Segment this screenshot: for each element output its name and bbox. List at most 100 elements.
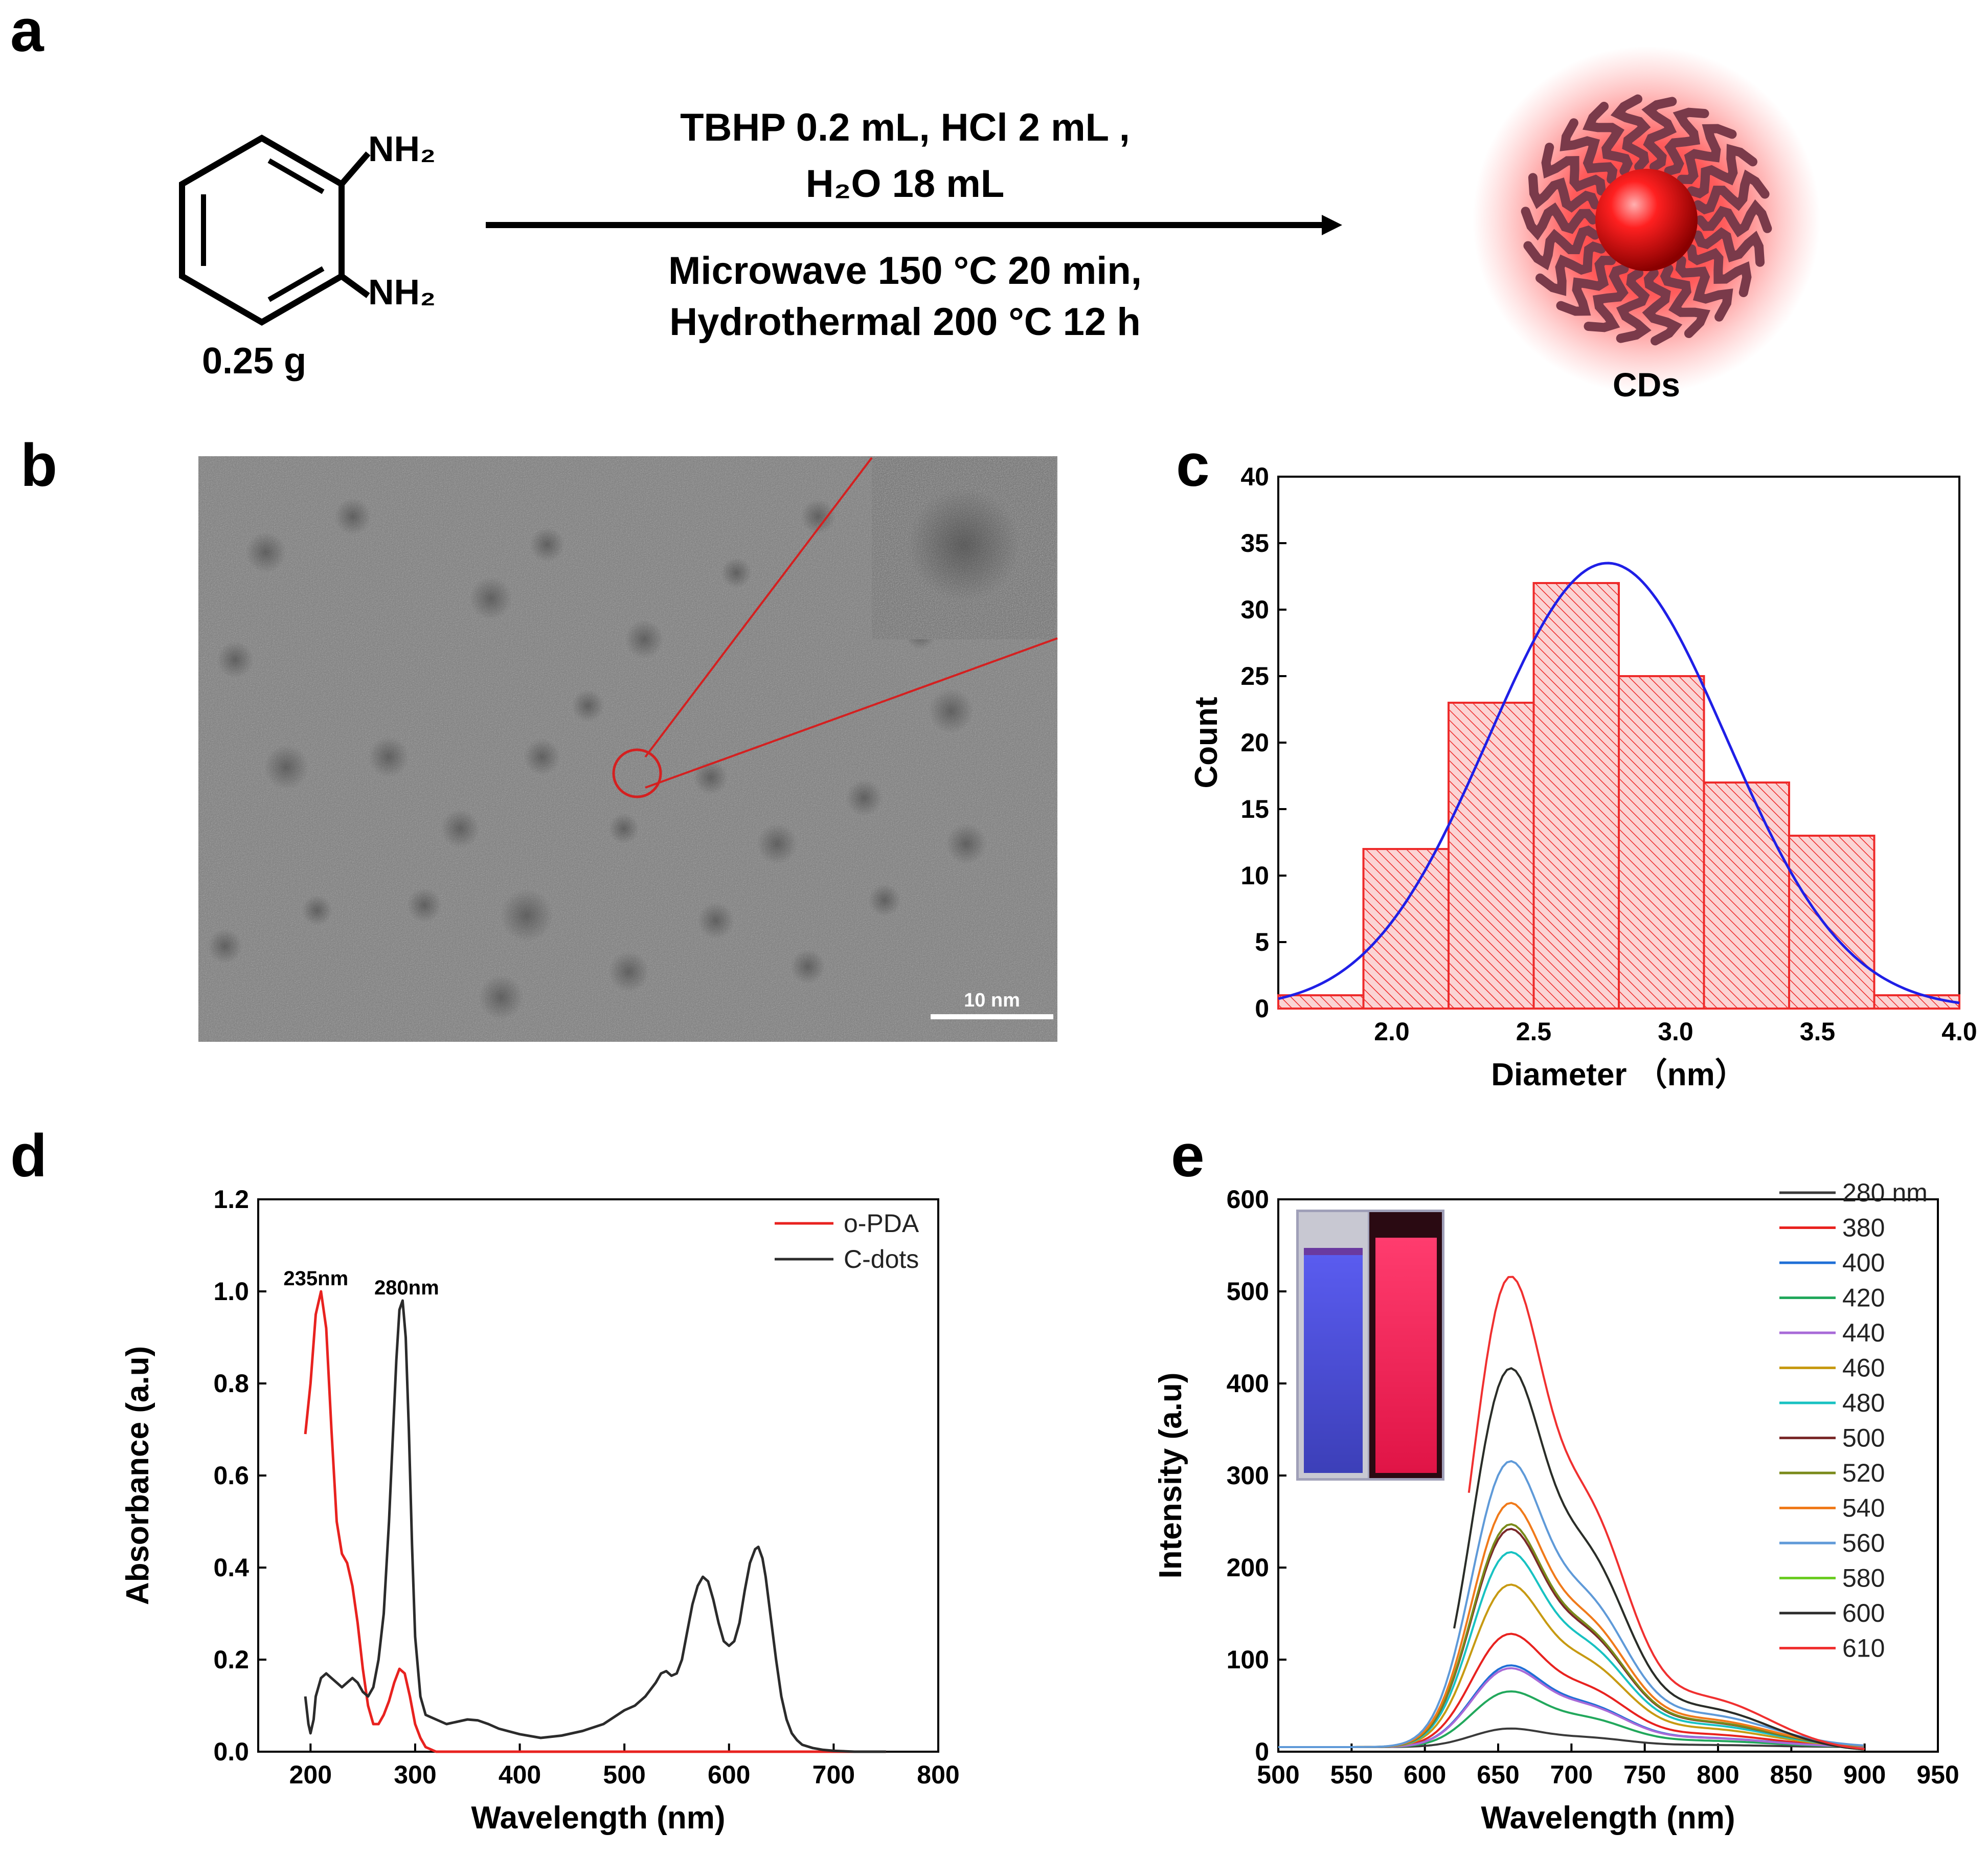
- x-axis-label: Wavelength (nm): [471, 1800, 725, 1836]
- histogram-bar: [1788, 835, 1876, 1010]
- scale-bar-label: 10 nm: [964, 990, 1020, 1011]
- legend-label: 420: [1842, 1284, 1885, 1312]
- tem-particle: [264, 745, 309, 790]
- tem-particle: [245, 532, 286, 573]
- carbon-dot-illustration: CDs: [1473, 46, 1820, 404]
- histogram-bar: [1703, 781, 1790, 1010]
- blue-cuvette: [1304, 1253, 1363, 1473]
- carbon-core: [1595, 169, 1698, 271]
- tem-particle: [334, 498, 371, 535]
- tem-particle: [846, 779, 883, 816]
- legend-label: 280 nm: [1842, 1178, 1928, 1207]
- histogram-bar: [1448, 702, 1535, 1010]
- tem-particle: [757, 823, 798, 864]
- panel-d: d 200 300 400 500 600 700 800 0.0 0.2 0.4 0.6 0.8 1.…: [10, 1122, 960, 1836]
- x-tick-label: 700: [812, 1760, 855, 1789]
- condition-line-2: H₂O 18 mL: [806, 162, 1005, 206]
- amine-top-label: NH₂: [368, 129, 436, 169]
- y-tick-label: 5: [1255, 928, 1269, 956]
- tem-particle: [524, 739, 560, 775]
- tem-particle: [801, 499, 835, 534]
- x-tick-label: 2.0: [1374, 1017, 1410, 1046]
- x-tick-label: 500: [1257, 1760, 1299, 1789]
- gaussian-fit-curve: [1278, 562, 1960, 1004]
- x-tick-label: 400: [499, 1760, 541, 1789]
- tem-particle: [625, 620, 664, 659]
- legend-label: 580: [1842, 1564, 1885, 1593]
- histogram-chart: 2.0 2.5 3.0 3.5 4.0 0 5 10 15 20 25 30 35 40 Diameter …: [1189, 462, 1977, 1092]
- y-tick-label: 0.4: [213, 1553, 249, 1582]
- panel-label-d: d: [10, 1122, 47, 1190]
- cuvette-photo-inset: [1296, 1210, 1444, 1481]
- ligand-chain: [1535, 241, 1606, 296]
- y-tick-label: 1.0: [213, 1277, 249, 1306]
- panel-c: c 2.0 2.5 3.0 3.5 4.0 0 5 10 15 20 25 30 35 40 Diamete…: [1176, 432, 1977, 1092]
- y-tick-label: 0: [1255, 994, 1269, 1023]
- tem-particle: [208, 929, 242, 964]
- tem-particle: [868, 884, 901, 917]
- ligand-chain: [1660, 264, 1710, 338]
- y-tick-label: 100: [1227, 1645, 1269, 1674]
- x-tick-label: 500: [603, 1760, 645, 1789]
- tem-particle: [441, 809, 480, 848]
- condition-line-3: Microwave 150 °C 20 min,: [668, 249, 1142, 293]
- y-tick-label: 0.8: [213, 1369, 249, 1398]
- tem-image: 10 nm: [198, 456, 1058, 1042]
- ligand-chain: [1687, 144, 1757, 198]
- tem-particle: [217, 641, 254, 678]
- x-tick-label: 300: [394, 1760, 436, 1789]
- ligand-chain: [1677, 124, 1737, 184]
- tem-particle: [697, 902, 734, 939]
- tem-particle: [946, 823, 987, 864]
- y-axis-label: Intensity (a.u): [1153, 1372, 1188, 1578]
- x-tick-label: 650: [1477, 1760, 1519, 1789]
- legend-label: 480: [1842, 1389, 1885, 1417]
- panel-b: b 10 nm: [20, 432, 1058, 1042]
- x-tick-label: 800: [1697, 1760, 1739, 1789]
- panel-label-b: b: [20, 432, 57, 499]
- panel-label-e: e: [1171, 1122, 1205, 1190]
- ligand-chain: [1693, 169, 1770, 215]
- amine-bottom-label: NH₂: [368, 272, 436, 312]
- double-bond: [267, 266, 325, 302]
- ligand-chain: [1687, 244, 1752, 297]
- legend-label: o-PDA: [844, 1209, 919, 1238]
- tem-particle: [530, 527, 564, 562]
- product-label: CDs: [1613, 366, 1680, 404]
- o-phenylenediamine-structure: NH₂ NH₂ 0.25 g: [179, 129, 436, 382]
- x-axis-label: Wavelength (nm): [1481, 1800, 1735, 1836]
- legend-label: 520: [1842, 1459, 1885, 1487]
- y-tick-label: 15: [1240, 795, 1269, 823]
- y-axis-label: Absorbance (a.u): [120, 1346, 155, 1605]
- tem-particle: [469, 577, 512, 620]
- x-tick-label: 2.5: [1516, 1017, 1552, 1046]
- emission-curve: [1278, 1460, 1863, 1748]
- panel-a: a NH₂ NH₂ 0.25 g TBHP 0.2 mL, HCl 2 mL ,…: [10, 0, 1820, 404]
- legend-label: 440: [1842, 1318, 1885, 1347]
- ligand-chain: [1641, 97, 1677, 172]
- y-tick-label: 0.0: [213, 1737, 249, 1766]
- tem-particle: [407, 888, 442, 923]
- zoom-line-top: [644, 457, 873, 758]
- double-bond: [267, 158, 325, 194]
- legend-label: 600: [1842, 1599, 1885, 1627]
- x-tick-label: 3.0: [1658, 1017, 1693, 1046]
- reaction-arrow: [486, 215, 1342, 235]
- ligand-chain: [1528, 173, 1600, 213]
- ligand-chain: [1584, 264, 1629, 332]
- legend-label: 610: [1842, 1634, 1885, 1663]
- y-tick-label: 400: [1227, 1369, 1269, 1398]
- reactant-mass: 0.25 g: [202, 341, 306, 382]
- zoom-circle: [612, 748, 662, 798]
- y-tick-label: 500: [1227, 1277, 1269, 1306]
- y-tick-label: 10: [1240, 861, 1269, 890]
- ligand-chain: [1541, 143, 1606, 196]
- tem-particle: [790, 949, 825, 984]
- plot-frame: [257, 1198, 939, 1753]
- x-axis-label: Diameter （nm）: [1491, 1057, 1747, 1092]
- y-tick-label: 30: [1240, 595, 1269, 624]
- ligand-chain: [1675, 256, 1733, 322]
- tem-particle: [608, 951, 649, 992]
- ligand-chain: [1560, 118, 1618, 184]
